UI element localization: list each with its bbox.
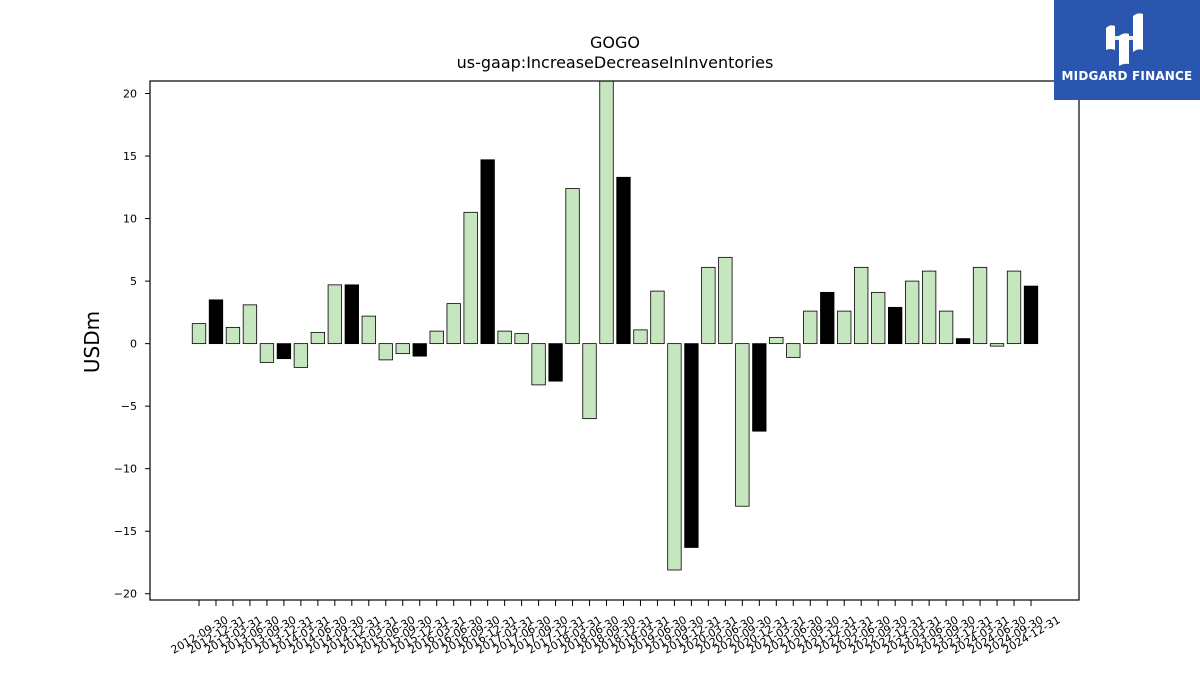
bar-2024-06-30: [989, 343, 1005, 347]
y-tick-label: 0: [130, 338, 137, 351]
bar-2020-09-30: [735, 343, 750, 507]
bar-2016-09-30: [463, 211, 478, 345]
bar-series: [191, 80, 1039, 571]
bar-2022-06-30: [854, 266, 869, 345]
bar-2022-12-31: [888, 306, 903, 345]
bar-2014-06-30: [310, 331, 326, 345]
logo-text: MIDGARD FINANCE: [1061, 69, 1193, 83]
y-tick-label: 20: [123, 88, 137, 101]
bar-2018-03-31: [565, 188, 580, 345]
chart-title: GOGO: [590, 33, 640, 52]
chart-subtitle: us-gaap:IncreaseDecreaseInInventories: [457, 53, 774, 72]
bar-2017-12-31: [548, 343, 563, 382]
bar-2015-09-30: [395, 343, 410, 355]
y-tick-label: −15: [114, 525, 137, 538]
bar-2014-12-31: [344, 284, 359, 345]
y-tick-label: −5: [121, 400, 137, 413]
bar-2016-03-31: [429, 330, 444, 345]
bar-2014-03-31: [293, 343, 309, 368]
logo-mark-icon: [1106, 13, 1143, 66]
bar-2015-03-31: [361, 315, 376, 345]
bar-2022-03-31: [837, 310, 852, 345]
bar-2015-12-31: [412, 343, 427, 357]
bar-2014-09-30: [327, 284, 342, 345]
bar-2018-09-30: [599, 80, 614, 345]
brand-logo: MIDGARD FINANCE: [1054, 0, 1200, 100]
bar-2020-06-30: [718, 256, 733, 345]
bar-2012-12-31: [208, 299, 224, 345]
y-axis: −20 −15 −10 −5 0 5 10 15 20: [114, 88, 150, 601]
bar-2021-12-31: [820, 291, 835, 345]
y-tick-label: 5: [130, 275, 137, 288]
y-tick-label: −20: [114, 588, 137, 601]
bar-2019-09-30: [667, 343, 682, 571]
plot-frame: [149, 80, 1080, 601]
bar-2018-12-31: [616, 176, 631, 345]
bar-2019-06-30: [650, 290, 665, 345]
bar-2015-06-30: [378, 343, 393, 361]
bar-2016-06-30: [446, 303, 461, 345]
bar-2018-06-30: [582, 343, 597, 420]
bar-2024-09-30: [1006, 270, 1022, 345]
bar-2023-06-30: [921, 270, 937, 345]
y-tick-label: 15: [123, 150, 137, 163]
bar-2013-06-30: [242, 304, 258, 345]
bar-2017-03-31: [497, 330, 512, 345]
bar-2012-09-30: [191, 323, 207, 345]
bar-2020-03-31: [701, 266, 716, 345]
bar-2017-09-30: [531, 343, 546, 386]
bar-2022-09-30: [871, 291, 886, 345]
y-tick-label: 10: [123, 213, 137, 226]
x-axis: 2012-09-302012-12-312013-03-312013-06-30…: [169, 600, 1063, 657]
bar-2023-03-31: [904, 280, 920, 345]
bar-2013-12-31: [276, 343, 292, 360]
bar-2017-06-30: [514, 333, 529, 345]
bar-2016-12-31: [480, 159, 495, 345]
bar-2019-03-31: [633, 329, 648, 345]
y-tick-label: −10: [114, 463, 137, 476]
bar-2021-09-30: [803, 310, 818, 345]
bar-2024-12-31: [1023, 285, 1039, 345]
bar-2019-12-31: [684, 343, 699, 548]
bar-2021-03-31: [769, 336, 784, 345]
bar-2013-09-30: [259, 343, 275, 363]
bar-2020-12-31: [752, 343, 767, 432]
bar-2021-06-30: [786, 343, 801, 358]
bar-2013-03-31: [225, 326, 241, 345]
bar-2023-09-30: [938, 310, 954, 345]
bar-2023-12-31: [955, 338, 971, 345]
y-axis-label: USDm: [80, 311, 104, 373]
bar-2024-03-31: [972, 266, 988, 345]
